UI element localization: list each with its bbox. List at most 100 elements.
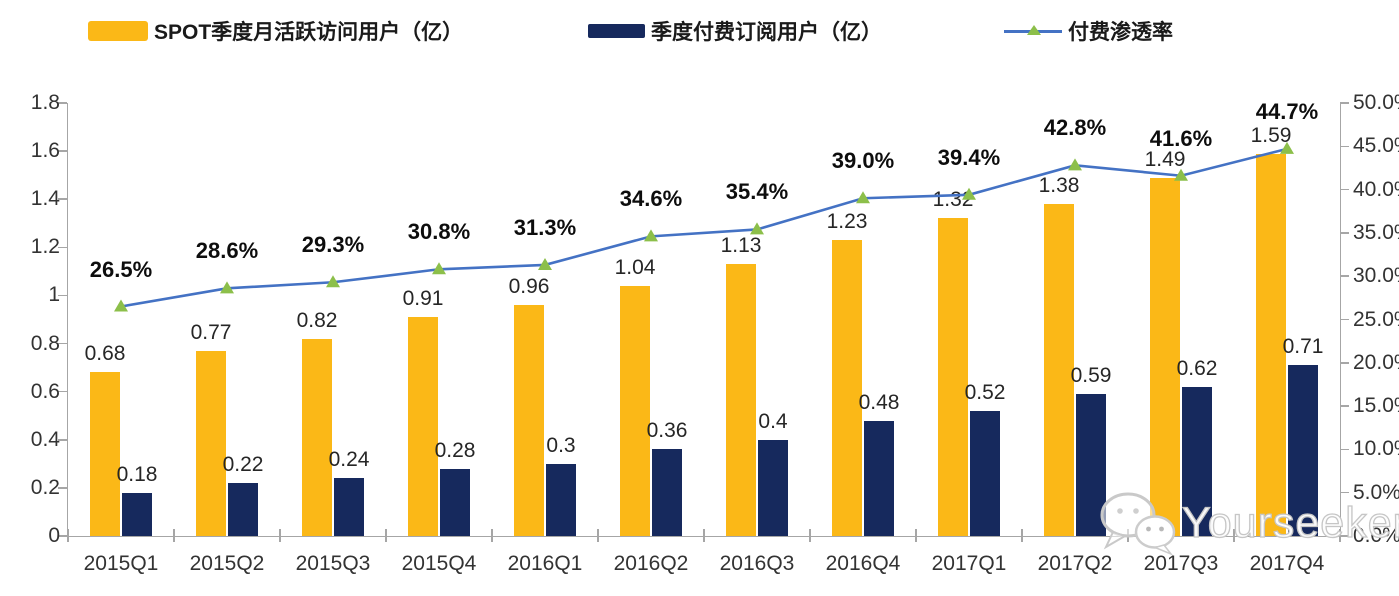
paid-bar-2016Q4 [864,420,894,536]
penetration-legend-marker [1004,23,1062,39]
paid-bar-2015Q1 [122,492,152,536]
right-axis-tick [1340,188,1349,191]
x-axis-tick [67,529,69,542]
mau-value-label: 0.96 [508,275,550,299]
right-axis-tick-label: 25.0% [1353,307,1399,331]
penetration-value-label: 34.6% [619,186,683,212]
penetration-value-label: 41.6% [1149,125,1213,151]
right-axis-tick [1340,491,1349,494]
right-axis-tick-label: 45.0% [1353,134,1399,158]
paid-bar-2017Q4 [1288,365,1318,536]
left-axis-tick-label: 0.6 [30,379,60,403]
penetration-value-label: 26.5% [89,256,153,282]
right-axis-tick-label: 30.0% [1353,264,1399,288]
penetration-line [120,147,1288,308]
mau-value-label: 1.59 [1250,123,1292,147]
mau-value-label: 1.38 [1038,174,1080,198]
x-axis-label-2017Q2: 2017Q2 [1037,552,1113,575]
right-axis-tick [1340,275,1349,277]
mau-bar-2016Q1 [514,305,544,536]
mau-legend-label: SPOT季度月活跃访问用户（亿） [154,21,464,44]
paid-value-label: 0.18 [116,462,158,486]
left-axis-tick-label: 1.2 [30,235,60,259]
right-axis-tick [1340,145,1349,148]
paid-value-label: 0.52 [964,380,1006,404]
left-axis-tick-label: 0 [48,524,60,547]
mau-bar-2015Q2 [196,350,226,536]
mau-value-label: 1.49 [1144,147,1186,171]
legend-item-paid: 季度付费订阅用户（亿） [588,16,882,46]
left-axis-tick [58,102,67,104]
paid-value-label: 0.59 [1070,364,1112,388]
x-axis-label-2016Q4: 2016Q4 [825,552,901,575]
right-axis-tick-label: 15.0% [1353,394,1399,418]
x-axis-tick [491,529,493,542]
paid-value-label: 0.24 [328,448,370,472]
mau-value-label: 0.68 [84,342,126,366]
x-axis-label-2015Q2: 2015Q2 [189,552,265,575]
mau-bar-2016Q3 [726,264,756,536]
x-axis-label-2017Q4: 2017Q4 [1249,552,1325,575]
right-axis-tick-label: 10.0% [1353,437,1399,461]
x-axis-label-2016Q1: 2016Q1 [507,552,583,575]
x-axis-label-2017Q3: 2017Q3 [1143,552,1219,575]
wechat-icon [1100,492,1176,556]
left-axis-tick-label: 1.6 [30,139,60,163]
penetration-value-label: 42.8% [1043,115,1107,141]
x-axis-tick [597,529,599,542]
left-axis-tick-label: 1 [48,283,60,307]
mau-bar-2017Q3 [1150,177,1180,536]
mau-value-label: 0.91 [402,287,444,311]
x-axis-label-2016Q2: 2016Q2 [613,552,689,575]
mau-value-label: 1.04 [614,255,656,279]
penetration-marker-icon [750,222,764,235]
paid-bar-2017Q1 [970,410,1000,536]
mau-value-label: 1.13 [720,234,762,258]
penetration-value-label: 44.7% [1255,98,1319,124]
paid-legend-label: 季度付费订阅用户（亿） [651,21,882,44]
paid-value-label: 0.22 [222,453,264,477]
left-axis-tick-label: 1.4 [30,187,60,211]
right-axis-tick-label: 35.0% [1353,220,1399,244]
right-axis-tick-label: 50.0% [1353,91,1399,114]
left-axis-tick [58,439,67,441]
paid-value-label: 0.4 [758,409,788,433]
penetration-legend-label: 付费渗透率 [1068,21,1173,44]
penetration-marker-icon [114,299,128,312]
penetration-value-label: 39.4% [937,144,1001,170]
left-axis-tick [58,198,67,200]
x-axis-tick [809,529,811,542]
right-axis-tick [1340,102,1349,104]
paid-value-label: 0.36 [646,419,688,443]
penetration-marker-icon [962,187,976,200]
right-axis-tick [1340,405,1349,407]
mau-bar-2016Q2 [620,285,650,536]
penetration-marker-icon [220,281,234,294]
penetration-marker-icon [1280,141,1294,154]
penetration-value-label: 31.3% [513,214,577,240]
mau-bar-2015Q3 [302,338,332,536]
mau-bar-2016Q4 [832,240,862,536]
paid-value-label: 0.48 [858,390,900,414]
mau-bar-2017Q4 [1256,153,1286,536]
watermark: Yourseeker [1098,490,1399,556]
left-axis-tick-label: 0.4 [30,427,60,451]
mau-value-label: 1.23 [826,210,868,234]
paid-bar-2017Q3 [1182,386,1212,536]
triangle-marker-icon [1027,25,1041,35]
x-axis-tick [915,529,917,542]
left-axis-tick [58,342,67,345]
paid-value-label: 0.71 [1282,335,1324,359]
penetration-marker-icon [538,257,552,270]
right-axis-tick [1340,362,1349,364]
mau-legend-swatch [88,21,148,41]
penetration-marker-icon [1068,158,1082,171]
right-axis-tick [1340,448,1349,451]
mau-value-label: 0.77 [190,320,232,344]
x-axis-tick [173,529,175,542]
penetration-marker-icon [326,275,340,288]
right-axis-tick-label: 20.0% [1353,350,1399,374]
penetration-marker-icon [1174,168,1188,181]
paid-bar-2015Q2 [228,483,258,536]
left-axis-tick-label: 0.8 [30,331,60,355]
